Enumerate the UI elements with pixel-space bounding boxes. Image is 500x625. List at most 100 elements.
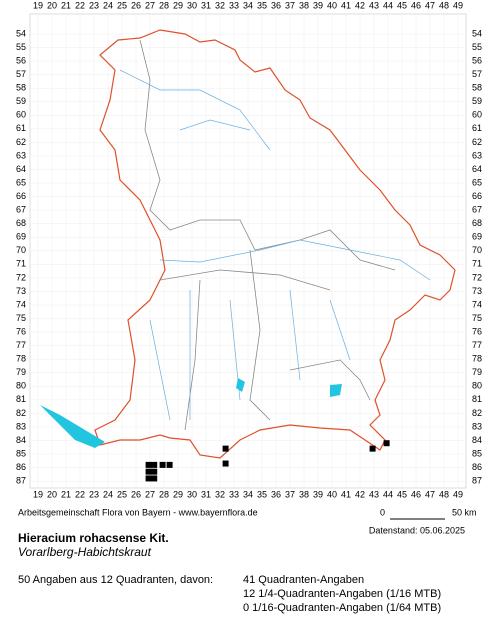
- occurrence: [151, 468, 158, 475]
- column-label: 48: [439, 489, 449, 499]
- row-label: 86: [16, 462, 26, 472]
- row-label: 70: [472, 245, 482, 255]
- row-label: 66: [16, 191, 26, 201]
- row-label: 69: [16, 232, 26, 242]
- column-label: 30: [187, 489, 197, 499]
- row-label: 61: [16, 123, 26, 133]
- row-label: 60: [472, 110, 482, 120]
- scale-end: 50 km: [452, 507, 477, 517]
- column-label: 40: [327, 489, 337, 499]
- row-label: 71: [472, 259, 482, 269]
- column-label: 44: [383, 489, 393, 499]
- column-label: 22: [75, 489, 85, 499]
- column-label: 37: [285, 489, 295, 499]
- row-label: 84: [16, 435, 26, 445]
- column-label: 40: [327, 0, 337, 10]
- row-label: 78: [16, 354, 26, 364]
- column-label: 25: [117, 0, 127, 10]
- column-label: 28: [159, 489, 169, 499]
- row-label: 86: [472, 462, 482, 472]
- lake: [330, 384, 342, 397]
- common-name: Vorarlberg-Habichtskraut: [18, 545, 152, 559]
- column-label: 30: [187, 0, 197, 10]
- column-label: 39: [313, 0, 323, 10]
- row-label: 87: [472, 476, 482, 486]
- row-label: 64: [472, 164, 482, 174]
- row-label: 74: [16, 299, 26, 309]
- row-label: 82: [16, 408, 26, 418]
- row-label: 74: [472, 299, 482, 309]
- row-label: 69: [472, 232, 482, 242]
- row-label: 57: [472, 69, 482, 79]
- scale-start: 0: [380, 507, 385, 517]
- column-label: 38: [299, 489, 309, 499]
- column-label: 24: [103, 0, 113, 10]
- column-label: 34: [243, 0, 253, 10]
- column-label: 46: [411, 0, 421, 10]
- row-label: 57: [16, 69, 26, 79]
- row-label: 81: [472, 394, 482, 404]
- count: 41 Quadranten-Angaben: [243, 574, 364, 586]
- occurrence: [222, 460, 229, 467]
- summary: 50 Angaben aus 12 Quadranten, davon:: [18, 574, 213, 586]
- column-label: 32: [215, 489, 225, 499]
- column-label: 32: [215, 0, 225, 10]
- column-label: 37: [285, 0, 295, 10]
- row-label: 77: [472, 340, 482, 350]
- row-label: 80: [16, 381, 26, 391]
- occurrence: [369, 445, 376, 452]
- column-label: 43: [369, 0, 379, 10]
- row-label: 68: [16, 218, 26, 228]
- row-label: 85: [16, 448, 26, 458]
- row-label: 76: [472, 326, 482, 336]
- row-label: 83: [16, 421, 26, 431]
- count: 12 1/4-Quadranten-Angaben (1/16 MTB): [243, 588, 441, 600]
- occurrence: [159, 461, 166, 468]
- row-label: 61: [472, 123, 482, 133]
- column-label: 26: [131, 0, 141, 10]
- column-label: 42: [355, 0, 365, 10]
- row-label: 73: [472, 286, 482, 296]
- row-label: 54: [472, 28, 482, 38]
- grid: [30, 14, 466, 488]
- row-label: 59: [16, 96, 26, 106]
- species: Hieracium rohacsense Kit.: [18, 531, 169, 545]
- column-label: 31: [201, 0, 211, 10]
- row-label: 77: [16, 340, 26, 350]
- row-label: 71: [16, 259, 26, 269]
- row-label: 56: [472, 55, 482, 65]
- row-label: 87: [16, 476, 26, 486]
- row-label: 58: [472, 83, 482, 93]
- row-label: 83: [472, 421, 482, 431]
- row-label: 66: [472, 191, 482, 201]
- state-border: [94, 29, 456, 459]
- column-label: 49: [453, 489, 463, 499]
- row-label: 63: [16, 150, 26, 160]
- row-label: 54: [16, 28, 26, 38]
- column-label: 41: [341, 489, 351, 499]
- row-label: 60: [16, 110, 26, 120]
- occurrence: [151, 461, 158, 468]
- lake: [40, 405, 105, 448]
- column-label: 41: [341, 0, 351, 10]
- row-label: 82: [472, 408, 482, 418]
- row-label: 63: [472, 150, 482, 160]
- column-label: 47: [425, 0, 435, 10]
- column-label: 29: [173, 0, 183, 10]
- column-label: 42: [355, 489, 365, 499]
- row-label: 85: [472, 448, 482, 458]
- occurrence: [145, 468, 152, 475]
- column-label: 43: [369, 489, 379, 499]
- column-label: 20: [47, 489, 57, 499]
- column-label: 47: [425, 489, 435, 499]
- column-label: 45: [397, 0, 407, 10]
- occurrence: [222, 445, 229, 452]
- row-label: 67: [472, 205, 482, 215]
- column-label: 22: [75, 0, 85, 10]
- column-label: 45: [397, 489, 407, 499]
- column-label: 34: [243, 489, 253, 499]
- occurrence: [166, 461, 173, 468]
- column-label: 20: [47, 0, 57, 10]
- column-label: 19: [33, 489, 43, 499]
